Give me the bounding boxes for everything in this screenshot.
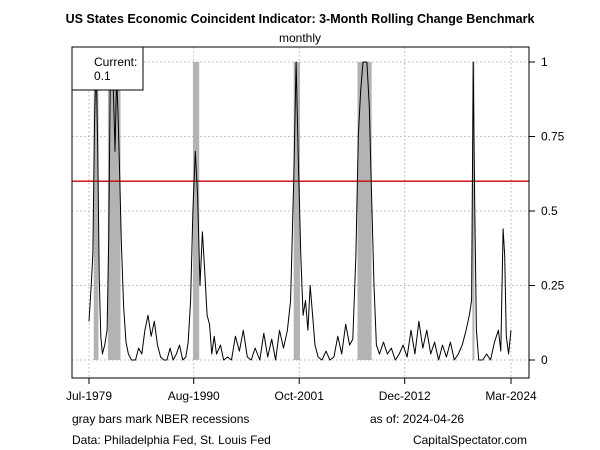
x-tick-label: Mar-2024 (485, 389, 537, 403)
legend-value: 0.1 (94, 69, 111, 83)
x-tick-label: Dec-2012 (379, 389, 431, 403)
x-tick-label: Aug-1990 (168, 389, 220, 403)
y-axis: 0 0.25 0.5 0.75 1 (529, 55, 565, 367)
series-line (88, 61, 512, 361)
y-tick-label: 1 (541, 55, 548, 69)
y-tick-label: 0.75 (541, 130, 565, 144)
x-axis: Jul-1979 Aug-1990 Oct-2001 Dec-2012 Mar-2024 (66, 378, 537, 403)
chart-title: US States Economic Coincident Indicator:… (66, 12, 535, 26)
chart-subtitle: monthly (279, 31, 321, 45)
footnote-asof: as of: 2024-04-26 (370, 412, 464, 426)
plot-frame (71, 46, 530, 379)
series-layer (88, 61, 512, 361)
footnote-recessions: gray bars mark NBER recessions (72, 412, 249, 426)
footnote-source: Data: Philadelphia Fed, St. Louis Fed (72, 433, 271, 447)
grid (72, 47, 529, 378)
y-tick-label: 0.5 (541, 204, 558, 218)
y-tick-label: 0.25 (541, 279, 565, 293)
legend-label: Current: (94, 55, 137, 69)
footnote-site: CapitalSpectator.com (413, 433, 527, 447)
x-tick-label: Jul-1979 (66, 389, 112, 403)
x-tick-label: Oct-2001 (275, 389, 325, 403)
legend-box: Current: 0.1 (71, 46, 144, 91)
y-tick-label: 0 (541, 353, 548, 367)
